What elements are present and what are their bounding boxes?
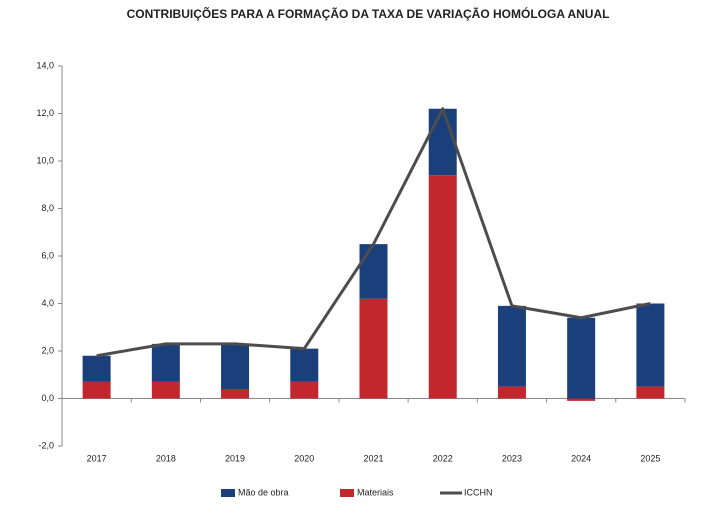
bar <box>567 317 596 399</box>
legend-label: Mão de obra <box>238 487 289 497</box>
bar <box>82 355 111 382</box>
y-tick-label: 8,0 <box>41 203 54 213</box>
x-tick-label: 2023 <box>502 453 522 463</box>
x-tick-label: 2019 <box>225 453 245 463</box>
bar <box>221 389 250 399</box>
legend-label: Materiais <box>357 487 394 497</box>
bar <box>290 381 319 399</box>
bar <box>151 343 180 382</box>
bar <box>151 381 180 399</box>
bar <box>290 348 319 382</box>
line <box>96 107 651 358</box>
y-tick-label: 10,0 <box>36 155 54 165</box>
bar <box>428 175 457 399</box>
legend-swatch <box>221 489 235 497</box>
bar <box>221 343 250 389</box>
y-tick-label: -2,0 <box>38 440 54 450</box>
x-tick-label: 2024 <box>571 453 591 463</box>
bar <box>636 303 665 387</box>
bar <box>359 244 388 299</box>
bar <box>428 108 457 176</box>
y-tick-label: 14,0 <box>36 60 54 70</box>
chart-title: CONTRIBUIÇÕES PARA A FORMAÇÃO DA TAXA DE… <box>127 6 610 21</box>
x-tick-label: 2025 <box>640 453 660 463</box>
legend-swatch <box>340 489 354 497</box>
x-tick-label: 2020 <box>294 453 314 463</box>
x-tick-label: 2022 <box>433 453 453 463</box>
y-tick-label: 2,0 <box>41 345 54 355</box>
y-tick-label: 0,0 <box>41 393 54 403</box>
y-tick-label: 6,0 <box>41 250 54 260</box>
bar <box>82 381 111 399</box>
legend-label: ICCHN <box>464 487 493 497</box>
bar <box>497 386 526 399</box>
bar <box>567 398 596 401</box>
bar <box>359 298 388 399</box>
x-tick-label: 2017 <box>87 453 107 463</box>
y-tick-label: 12,0 <box>36 108 54 118</box>
x-tick-label: 2021 <box>363 453 383 463</box>
x-tick-label: 2018 <box>156 453 176 463</box>
y-tick-label: 4,0 <box>41 298 54 308</box>
bar <box>497 305 526 387</box>
bar <box>636 386 665 399</box>
